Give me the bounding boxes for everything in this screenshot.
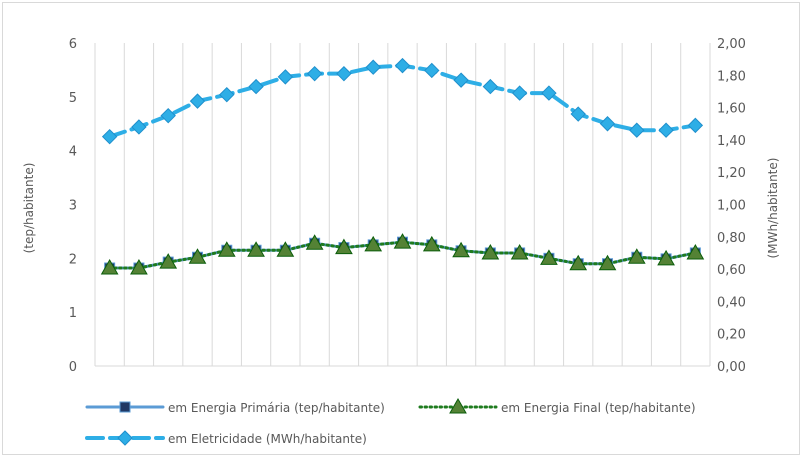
data-point xyxy=(424,62,440,79)
legend-item-3: em Eletricidade (MWh/habitante) xyxy=(85,430,367,446)
y-right-tick-label: 1,60 xyxy=(717,102,746,117)
data-point xyxy=(453,72,469,88)
data-point xyxy=(598,254,617,271)
chart-svg: 0 1 2 3 4 5 6 0,00 0,20 0,40 0,60 0,80 1,00 1,20 1,40 1… xyxy=(22,37,780,446)
y-right-tick-label: 0,00 xyxy=(717,360,746,375)
data-point xyxy=(160,107,176,124)
legend-label: em Energia Final (tep/habitante) xyxy=(501,401,696,415)
y-right-axis-label: (MWh/habitante) xyxy=(766,158,780,259)
data-point xyxy=(629,122,645,138)
y-left-tick-label: 0 xyxy=(69,360,77,375)
data-point xyxy=(540,249,558,265)
data-point xyxy=(130,259,148,275)
y-right-tick-label: 2,00 xyxy=(717,37,746,52)
data-point xyxy=(481,243,500,260)
data-point xyxy=(100,259,119,275)
legend-marker xyxy=(117,430,133,446)
y-left-tick-label: 5 xyxy=(69,91,77,106)
data-point xyxy=(658,122,674,138)
data-point xyxy=(219,86,235,103)
series-layer xyxy=(100,57,705,275)
data-point xyxy=(510,243,529,260)
data-point xyxy=(217,241,236,257)
y-right-tick-label: 0,60 xyxy=(717,263,746,278)
y-left-tick-label: 2 xyxy=(69,252,77,267)
data-point xyxy=(305,234,324,250)
y-left-tick-label: 4 xyxy=(69,145,77,160)
data-point xyxy=(364,235,383,252)
y-right-tick-label: 0,40 xyxy=(717,295,746,310)
data-point xyxy=(687,117,704,134)
data-point xyxy=(394,57,411,74)
y-right-tick-label: 0,80 xyxy=(717,231,746,246)
legend-item-1: em Energia Primária (tep/habitante) xyxy=(85,401,385,415)
legend-item-2: em Energia Final (tep/habitante) xyxy=(418,397,696,415)
data-point xyxy=(599,116,616,132)
data-point xyxy=(277,69,294,85)
y-right-tick-label: 1,00 xyxy=(717,199,746,214)
legend-label: em Energia Primária (tep/habitante) xyxy=(168,401,385,415)
data-point xyxy=(686,243,705,260)
data-point xyxy=(189,93,206,109)
y-right-tick-label: 1,20 xyxy=(717,166,746,181)
legend-label: em Eletricidade (MWh/habitante) xyxy=(168,432,367,446)
series-2 xyxy=(100,233,705,275)
gridlines xyxy=(94,43,711,366)
legend-marker xyxy=(449,397,467,414)
data-point xyxy=(276,241,295,257)
data-point xyxy=(131,119,147,135)
data-point xyxy=(247,241,265,257)
legend-marker xyxy=(119,401,131,413)
data-point xyxy=(627,248,646,264)
data-point xyxy=(657,249,675,266)
data-point xyxy=(570,106,586,122)
data-point xyxy=(482,78,499,95)
data-point xyxy=(569,254,588,271)
data-point xyxy=(511,85,528,101)
data-point xyxy=(306,65,323,82)
data-point xyxy=(452,241,470,258)
y-left-tick-label: 6 xyxy=(69,37,77,52)
data-point xyxy=(248,78,264,95)
y-right-tick-label: 0,20 xyxy=(717,328,746,343)
data-point xyxy=(541,85,557,101)
data-point xyxy=(422,235,441,252)
data-point xyxy=(159,253,178,269)
y-right-tick-label: 1,80 xyxy=(717,69,746,84)
data-point xyxy=(393,233,412,249)
y-right-tick-label: 1,40 xyxy=(717,134,746,149)
data-point xyxy=(335,238,353,255)
y-left-axis-label: (tep/habitante) xyxy=(22,163,36,254)
y-left-tick-label: 1 xyxy=(69,306,77,321)
series-3 xyxy=(101,57,704,145)
data-point xyxy=(188,248,207,264)
y-left-tick-label: 3 xyxy=(69,199,77,214)
tick-labels: 0 1 2 3 4 5 6 0,00 0,20 0,40 0,60 0,80 1,00 1,20 1,40 1… xyxy=(69,37,746,375)
legend: em Energia Primária (tep/habitante) em En… xyxy=(85,397,696,446)
data-point xyxy=(101,128,118,145)
data-point xyxy=(336,65,352,82)
data-point xyxy=(365,59,381,75)
